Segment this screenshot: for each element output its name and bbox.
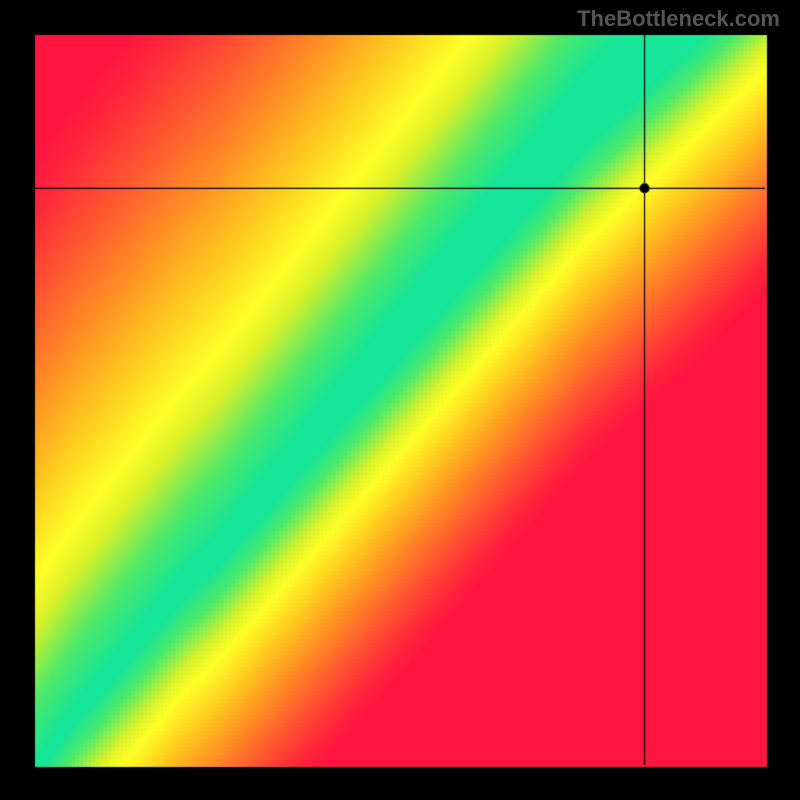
watermark-label: TheBottleneck.com [577,6,780,32]
bottleneck-heatmap-canvas [0,0,800,800]
chart-container: TheBottleneck.com [0,0,800,800]
